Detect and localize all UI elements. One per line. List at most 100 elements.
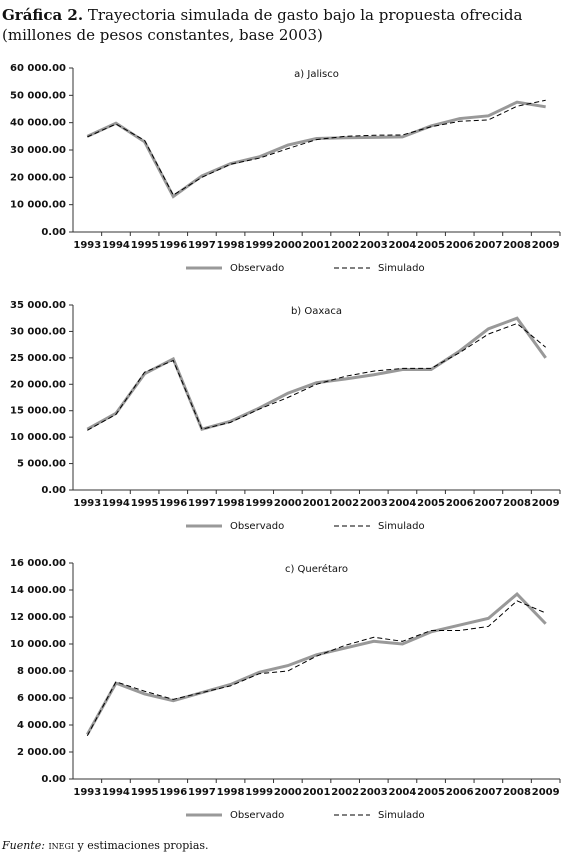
chart-title: a) Jalisco [294, 69, 339, 80]
x-tick-label: 1995 [131, 240, 159, 251]
y-tick-label: 35 000.00 [10, 300, 66, 311]
x-tick-label: 1998 [217, 498, 245, 509]
x-tick-label: 2008 [503, 787, 531, 798]
y-tick-label: 4 000.00 [17, 720, 66, 731]
x-tick-label: 1997 [188, 240, 216, 251]
x-tick-label: 2002 [331, 240, 359, 251]
x-tick-label: 2007 [474, 787, 502, 798]
y-tick-label: 0.00 [41, 485, 66, 496]
x-tick-label: 1997 [188, 787, 216, 798]
x-tick-label: 2005 [417, 787, 445, 798]
x-tick-label: 1994 [102, 787, 130, 798]
title-text: Trayectoria simulada de gasto bajo la pr… [88, 6, 523, 24]
source-text: y estimaciones propias. [77, 839, 209, 852]
legend-label: Observado [230, 810, 284, 821]
legend-label: Simulado [378, 521, 425, 532]
figure-subtitle: (millones de pesos constantes, base 2003… [2, 26, 323, 44]
x-tick-label: 2003 [360, 498, 388, 509]
x-tick-label: 2009 [532, 787, 560, 798]
y-tick-label: 14 000.00 [10, 585, 66, 596]
x-tick-label: 1993 [73, 787, 101, 798]
x-tick-label: 1994 [102, 240, 130, 251]
x-tick-label: 1999 [245, 787, 273, 798]
series-line [87, 99, 546, 196]
y-tick-label: 2 000.00 [17, 747, 66, 758]
y-tick-label: 12 000.00 [10, 612, 66, 623]
x-tick-label: 2007 [474, 498, 502, 509]
series-line [87, 322, 546, 431]
x-tick-label: 2001 [303, 498, 331, 509]
x-tick-label: 1993 [73, 498, 101, 509]
x-tick-label: 2009 [532, 240, 560, 251]
x-tick-label: 2004 [389, 240, 417, 251]
y-tick-label: 20 000.00 [10, 379, 66, 390]
x-tick-label: 2000 [274, 498, 302, 509]
source-org: inegi [48, 839, 74, 852]
y-tick-label: 0.00 [41, 774, 66, 785]
x-tick-label: 2000 [274, 240, 302, 251]
x-tick-label: 2004 [389, 787, 417, 798]
y-tick-label: 30 000.00 [10, 145, 66, 156]
x-tick-label: 1999 [245, 498, 273, 509]
x-tick-label: 2000 [274, 787, 302, 798]
chart-title: c) Querétaro [285, 563, 348, 575]
x-tick-label: 2001 [303, 240, 331, 251]
series-line [86, 600, 546, 737]
x-tick-label: 1996 [159, 498, 187, 509]
y-tick-label: 40 000.00 [10, 118, 66, 129]
y-tick-label: 10 000.00 [10, 639, 66, 650]
x-tick-label: 2004 [389, 498, 417, 509]
x-tick-label: 1996 [159, 240, 187, 251]
x-tick-label: 2003 [360, 787, 388, 798]
y-tick-label: 50 000.00 [10, 90, 66, 101]
x-tick-label: 1996 [159, 787, 187, 798]
x-tick-label: 1993 [73, 240, 101, 251]
y-tick-label: 15 000.00 [10, 406, 66, 417]
series-line [86, 316, 547, 432]
y-tick-label: 8 000.00 [17, 666, 66, 677]
x-tick-label: 1998 [217, 240, 245, 251]
source-note: Fuente: inegi y estimaciones propias. [1, 839, 209, 852]
legend-label: Simulado [378, 810, 425, 821]
x-tick-label: 2009 [532, 498, 560, 509]
legend-label: Observado [230, 521, 284, 532]
x-tick-label: 2006 [446, 240, 474, 251]
x-tick-label: 2008 [503, 240, 531, 251]
x-tick-label: 2002 [331, 787, 359, 798]
y-tick-label: 60 000.00 [10, 63, 66, 74]
x-tick-label: 1999 [245, 240, 273, 251]
y-tick-label: 5 000.00 [17, 459, 66, 470]
y-tick-label: 16 000.00 [10, 558, 66, 569]
chart-title: b) Oaxaca [291, 306, 342, 317]
y-tick-label: 25 000.00 [10, 353, 66, 364]
legend-label: Observado [230, 263, 284, 274]
x-tick-label: 1994 [102, 498, 130, 509]
x-tick-label: 1995 [131, 498, 159, 509]
x-tick-label: 2007 [474, 240, 502, 251]
x-tick-label: 2002 [331, 498, 359, 509]
y-tick-label: 20 000.00 [10, 172, 66, 183]
x-tick-label: 2003 [360, 240, 388, 251]
x-tick-label: 2005 [417, 498, 445, 509]
x-tick-label: 2006 [446, 787, 474, 798]
y-tick-label: 10 000.00 [10, 200, 66, 211]
y-tick-label: 30 000.00 [10, 326, 66, 337]
x-tick-label: 1998 [217, 787, 245, 798]
x-tick-label: 1997 [188, 498, 216, 509]
y-tick-label: 0.00 [41, 227, 66, 238]
legend-label: Simulado [378, 263, 425, 274]
x-tick-label: 2001 [303, 787, 331, 798]
series-line [86, 100, 546, 199]
x-tick-label: 2008 [503, 498, 531, 509]
title-label: Gráfica 2. [2, 6, 83, 24]
x-tick-label: 2006 [446, 498, 474, 509]
source-label: Fuente: [1, 839, 45, 852]
x-tick-label: 1995 [131, 787, 159, 798]
y-tick-label: 10 000.00 [10, 432, 66, 443]
series-line [86, 591, 547, 736]
x-tick-label: 2005 [417, 240, 445, 251]
y-tick-label: 6 000.00 [17, 693, 66, 704]
figure-title: Gráfica 2. Trayectoria simulada de gasto… [2, 6, 523, 24]
